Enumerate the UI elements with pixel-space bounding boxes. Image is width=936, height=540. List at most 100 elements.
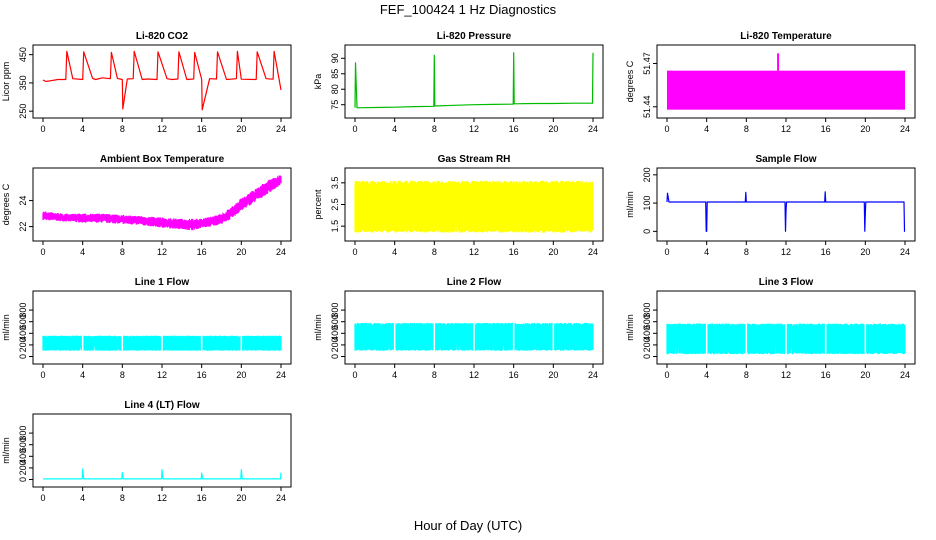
plot-frame	[32, 167, 292, 242]
x-tick-label: 20	[860, 247, 870, 257]
y-tick-label: 200	[330, 337, 340, 352]
x-tick-label: 16	[197, 493, 207, 503]
x-axis-caption: Hour of Day (UTC)	[413, 518, 523, 533]
panel-0: Li-820 CO2 Licor ppm 0 4 8 12 16 20 24 250 350 450	[1, 31, 292, 134]
x-tick-label: 20	[548, 247, 558, 257]
y-tick-label: 400	[18, 449, 28, 464]
x-tick-label: 0	[664, 124, 669, 134]
x-tick-label: 20	[860, 370, 870, 380]
x-tick-label: 0	[40, 370, 45, 380]
panel-4: Gas Stream RH percent 0 4 8 12 16 20 24 1.5 2.5 3.5	[313, 154, 604, 257]
x-tick-label: 0	[664, 370, 669, 380]
y-tick-label: 0	[18, 477, 28, 482]
y-tick-label: 75	[330, 100, 340, 110]
panel-6: Line 1 Flow ml/min 0 4 8 12 16 20 24 0 20040060080…	[1, 277, 292, 380]
x-tick-label: 8	[432, 370, 437, 380]
x-tick-label: 4	[80, 247, 85, 257]
x-tick-label: 4	[392, 124, 397, 134]
plot-frame	[32, 44, 292, 119]
x-tick-label: 20	[236, 247, 246, 257]
y-axis-label: ml/min	[313, 314, 323, 341]
series-line	[354, 52, 594, 109]
x-tick-label: 24	[588, 370, 598, 380]
x-tick-label: 16	[197, 247, 207, 257]
x-tick-label: 0	[40, 124, 45, 134]
x-tick-label: 16	[197, 370, 207, 380]
y-tick-label: 200	[18, 460, 28, 475]
x-tick-label: 20	[236, 493, 246, 503]
panel-title: Li-820 Temperature	[740, 31, 832, 42]
panel-title: Line 2 Flow	[447, 277, 502, 288]
y-tick-label: 600	[18, 437, 28, 452]
x-tick-label: 4	[80, 370, 85, 380]
x-tick-label: 0	[352, 247, 357, 257]
x-tick-label: 0	[664, 247, 669, 257]
panel-title: Line 4 (LT) Flow	[124, 400, 200, 411]
y-tick-label: 600	[330, 314, 340, 329]
x-tick-label: 8	[120, 370, 125, 380]
x-tick-label: 24	[276, 124, 286, 134]
x-tick-label: 12	[157, 370, 167, 380]
x-tick-label: 20	[236, 370, 246, 380]
x-tick-label: 20	[236, 124, 246, 134]
panel-title: Line 3 Flow	[759, 277, 814, 288]
x-tick-label: 4	[80, 493, 85, 503]
x-tick-label: 16	[821, 124, 831, 134]
x-tick-label: 8	[120, 124, 125, 134]
x-tick-label: 12	[157, 247, 167, 257]
panel-5: Sample Flow ml/min 0 4 8 12 16 20 24 0 100 200	[625, 154, 916, 257]
main-title: FEF_100424 1 Hz Diagnostics	[379, 2, 557, 17]
x-tick-label: 24	[276, 247, 286, 257]
y-tick-label: 85	[330, 69, 340, 79]
panel-title: Li-820 CO2	[136, 31, 189, 42]
y-tick-label: 800	[18, 303, 28, 318]
series-line	[666, 191, 906, 232]
y-axis-label: percent	[313, 189, 323, 220]
x-tick-label: 12	[781, 247, 791, 257]
x-tick-label: 12	[469, 124, 479, 134]
y-tick-label: 0	[330, 354, 340, 359]
y-tick-label: 90	[330, 53, 340, 63]
y-tick-label: 200	[642, 167, 652, 182]
panel-title: Li-820 Pressure	[437, 31, 512, 42]
panel-title: Sample Flow	[755, 154, 816, 165]
y-tick-label: 0	[642, 229, 652, 234]
y-tick-label: 2.5	[330, 198, 340, 211]
y-tick-label: 24	[18, 196, 28, 206]
x-tick-label: 12	[781, 370, 791, 380]
y-tick-label: 600	[18, 314, 28, 329]
x-tick-label: 8	[432, 247, 437, 257]
panel-title: Ambient Box Temperature	[100, 154, 225, 165]
panel-title: Line 1 Flow	[135, 277, 190, 288]
x-tick-label: 24	[588, 124, 598, 134]
y-tick-label: 0	[18, 354, 28, 359]
x-tick-label: 0	[352, 370, 357, 380]
x-tick-label: 8	[120, 493, 125, 503]
y-tick-label: 80	[330, 84, 340, 94]
y-tick-label: 1.5	[330, 220, 340, 233]
y-tick-label: 51.47	[642, 52, 652, 75]
y-tick-label: 22	[18, 222, 28, 232]
series-trace	[354, 180, 594, 233]
x-tick-label: 16	[509, 124, 519, 134]
y-tick-label: 800	[642, 303, 652, 318]
x-tick-label: 20	[860, 124, 870, 134]
y-tick-label: 51.44	[642, 96, 652, 119]
y-axis-label: Licor ppm	[1, 62, 11, 102]
y-tick-label: 400	[330, 326, 340, 341]
x-tick-label: 24	[900, 247, 910, 257]
y-tick-label: 350	[18, 75, 28, 90]
series-line	[43, 468, 282, 480]
x-tick-label: 20	[548, 124, 558, 134]
plot-frame	[32, 290, 292, 365]
x-tick-label: 24	[276, 493, 286, 503]
y-tick-label: 100	[642, 196, 652, 211]
x-tick-label: 12	[469, 247, 479, 257]
x-tick-label: 8	[744, 247, 749, 257]
x-tick-label: 0	[352, 124, 357, 134]
y-tick-label: 400	[18, 326, 28, 341]
y-tick-label: 0	[642, 354, 652, 359]
y-tick-label: 200	[642, 337, 652, 352]
x-tick-label: 20	[548, 370, 558, 380]
